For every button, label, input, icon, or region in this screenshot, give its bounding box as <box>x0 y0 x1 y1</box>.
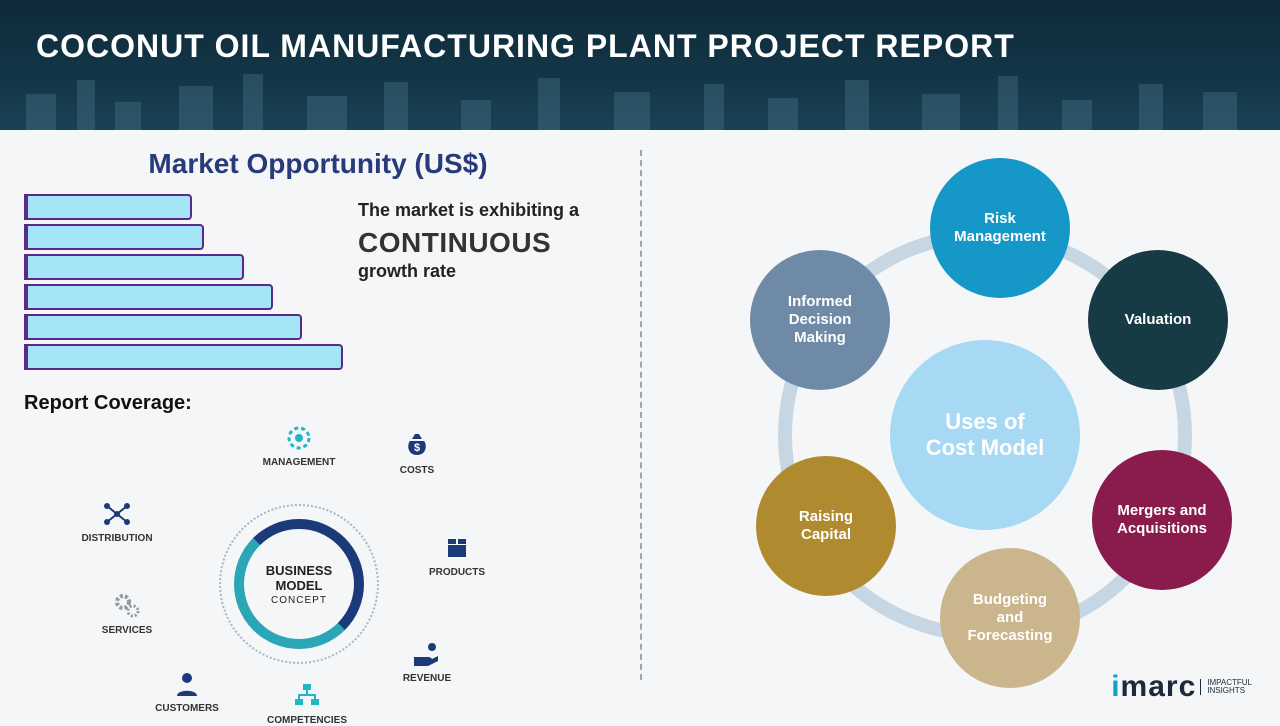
coverage-label: COSTS <box>400 465 434 476</box>
growth-emphasis: CONTINUOUS <box>358 227 579 259</box>
market-bar <box>24 344 343 370</box>
coverage-item-distribution: DISTRIBUTION <box>74 499 160 544</box>
coverage-label: SERVICES <box>102 625 152 636</box>
uses-center-node: Uses ofCost Model <box>890 340 1080 530</box>
coverage-item-management: MANAGEMENT <box>256 423 342 468</box>
growth-line1: The market is exhibiting a <box>358 200 579 221</box>
brand-logo: imarc IMPACTFUL INSIGHTS <box>1111 670 1252 704</box>
coverage-label: CUSTOMERS <box>155 703 219 714</box>
bm-subtitle: CONCEPT <box>244 595 354 606</box>
coverage-item-revenue: REVENUE <box>384 639 470 684</box>
coverage-label: MANAGEMENT <box>263 457 336 468</box>
business-model-center: BUSINESS MODEL CONCEPT <box>234 519 364 649</box>
brand-wordmark: imarc <box>1111 670 1196 704</box>
market-bar <box>24 314 302 340</box>
uses-node: Mergers andAcquisitions <box>1092 450 1232 590</box>
uses-node: Valuation <box>1088 250 1228 390</box>
market-bar <box>24 224 204 250</box>
skyline-decoration <box>0 72 1280 130</box>
market-bar <box>24 284 273 310</box>
brand-tag2: INSIGHTS <box>1207 686 1245 695</box>
report-coverage-heading: Report Coverage: <box>24 392 612 415</box>
uses-node: RaisingCapital <box>756 456 896 596</box>
brand-tagline: IMPACTFUL INSIGHTS <box>1200 679 1252 695</box>
coverage-item-customers: CUSTOMERS <box>144 669 230 714</box>
header-banner: COCONUT OIL MANUFACTURING PLANT PROJECT … <box>0 0 1280 130</box>
growth-text: The market is exhibiting a CONTINUOUS gr… <box>358 194 579 374</box>
market-opportunity-bars <box>24 194 344 374</box>
coverage-item-services: SERVICES <box>84 591 170 636</box>
coverage-label: DISTRIBUTION <box>81 533 152 544</box>
growth-line3: growth rate <box>358 261 579 282</box>
market-bar <box>24 254 244 280</box>
left-panel: Market Opportunity (US$) The market is e… <box>0 130 640 720</box>
uses-node: InformedDecisionMaking <box>750 250 890 390</box>
brand-rest: marc <box>1121 670 1197 703</box>
svg-text:$: $ <box>414 442 420 454</box>
market-opportunity-title: Market Opportunity (US$) <box>24 148 612 180</box>
coverage-item-products: PRODUCTS <box>414 533 500 578</box>
vertical-divider <box>640 150 642 680</box>
coverage-label: PRODUCTS <box>429 567 485 578</box>
coverage-label: REVENUE <box>403 673 451 684</box>
uses-node: BudgetingandForecasting <box>940 548 1080 688</box>
uses-node: RiskManagement <box>930 158 1070 298</box>
uses-of-cost-model-diagram: Uses ofCost Model RiskManagementValuation… <box>640 130 1280 720</box>
coverage-item-costs: $ COSTS <box>374 431 460 476</box>
business-model-diagram: BUSINESS MODEL CONCEPT MANAGEMENT $ COSTS P… <box>84 423 514 723</box>
bm-title: BUSINESS MODEL <box>266 563 332 593</box>
market-bar <box>24 194 192 220</box>
coverage-item-competencies: COMPETENCIES <box>264 681 350 726</box>
coverage-label: COMPETENCIES <box>267 715 347 726</box>
brand-letter-i: i <box>1111 670 1120 703</box>
